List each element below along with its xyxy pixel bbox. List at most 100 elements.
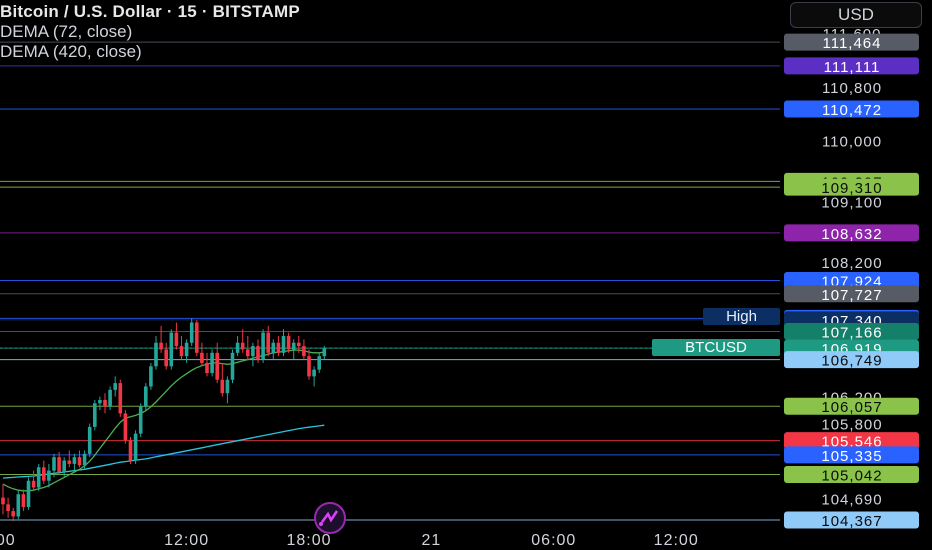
candle-body[interactable]: [215, 352, 219, 380]
candle-body[interactable]: [93, 403, 97, 427]
price-level-label-bg: [784, 397, 919, 415]
candle-body[interactable]: [200, 352, 204, 363]
candle-body[interactable]: [297, 342, 301, 347]
level-lines: [0, 41, 780, 521]
candle-body[interactable]: [113, 383, 117, 390]
candle-body[interactable]: [251, 346, 255, 357]
chart-legend: Bitcoin / U.S. Dollar · 15 · BITSTAMP DE…: [0, 2, 300, 62]
candle-body[interactable]: [144, 386, 148, 407]
candle-body[interactable]: [6, 504, 10, 512]
candle-body[interactable]: [149, 366, 153, 387]
candle-body[interactable]: [169, 332, 174, 367]
currency-button[interactable]: USD: [790, 2, 922, 28]
candle-body[interactable]: [42, 467, 46, 481]
price-scale-tick: 110,000: [822, 134, 882, 151]
price-level-label: 106,749: [821, 353, 882, 370]
candle-body[interactable]: [302, 346, 306, 357]
candle-body[interactable]: [220, 379, 225, 394]
candle-body[interactable]: [164, 349, 168, 367]
candle-body[interactable]: [225, 379, 230, 394]
price-level-label-bg: [784, 285, 919, 303]
candle-body[interactable]: [210, 352, 214, 374]
candle-body[interactable]: [312, 369, 316, 377]
candle-body[interactable]: [82, 453, 87, 466]
candle-body[interactable]: [230, 352, 235, 380]
price-level-label: 111,464: [823, 35, 882, 52]
candle-body[interactable]: [291, 342, 296, 350]
time-axis-label: 06:00: [531, 532, 576, 549]
price-scale-tick: 110,800: [822, 80, 882, 97]
candle-body[interactable]: [67, 460, 72, 464]
candle-body[interactable]: [276, 342, 281, 353]
candle-body[interactable]: [307, 356, 311, 377]
candle-body[interactable]: [16, 494, 21, 517]
candle-body[interactable]: [87, 426, 92, 454]
candle-body[interactable]: [108, 389, 112, 407]
tradingview-logo-icon[interactable]: [314, 502, 346, 534]
price-level-label: 111,111: [824, 59, 881, 76]
candle-body[interactable]: [133, 433, 138, 461]
candle-body[interactable]: [271, 342, 276, 353]
symbol-title[interactable]: Bitcoin / U.S. Dollar · 15 · BITSTAMP: [0, 2, 300, 21]
price-level-label: 105,042: [821, 468, 882, 485]
price-level-label: 104,367: [821, 513, 882, 530]
candle-body[interactable]: [72, 457, 77, 464]
price-level-label-bg: [784, 323, 919, 341]
candle-body[interactable]: [31, 480, 36, 488]
candle-body[interactable]: [11, 511, 15, 517]
dema-72-line: [2, 349, 325, 492]
time-axis-label: 21: [422, 532, 442, 549]
price-level-label-bg: [784, 432, 919, 450]
candle-body[interactable]: [286, 335, 291, 350]
candle-body[interactable]: [317, 356, 321, 370]
price-level-label-bg: [784, 511, 919, 529]
candle-body[interactable]: [184, 342, 189, 357]
candle-body[interactable]: [77, 457, 82, 466]
indicator-dema-72[interactable]: DEMA (72, close): [0, 22, 133, 41]
price-level-label-bg: [784, 272, 919, 290]
price-level-label: 107,166: [821, 325, 882, 342]
candle-body[interactable]: [266, 332, 270, 353]
candle-body[interactable]: [205, 362, 209, 374]
indicator-dema-420[interactable]: DEMA (420, close): [0, 42, 142, 61]
candle-body[interactable]: [256, 346, 260, 360]
price-scale-tick: 105,800: [821, 417, 882, 434]
candle-body[interactable]: [159, 342, 163, 350]
candle-body[interactable]: [123, 413, 128, 441]
candle-body[interactable]: [322, 348, 327, 357]
candle-body[interactable]: [179, 346, 184, 357]
time-axis-label: 12:00: [654, 532, 699, 549]
candle-body[interactable]: [57, 457, 61, 472]
price-scale-tick: 109,100: [821, 194, 882, 211]
candle-body[interactable]: [154, 342, 158, 367]
time-axis-label: 18:00: [286, 532, 331, 549]
candle-body[interactable]: [261, 332, 265, 360]
price-level-label: 107,727: [821, 287, 882, 304]
candle-body[interactable]: [246, 349, 250, 357]
candle-body[interactable]: [52, 457, 56, 471]
candle-body[interactable]: [47, 470, 51, 481]
candle-body[interactable]: [128, 440, 133, 461]
candle-body[interactable]: [26, 480, 31, 508]
price-level-label: 108,632: [821, 226, 882, 243]
candle-body[interactable]: [174, 332, 179, 347]
price-level-labels: 111,464111,111110,472109,397109,310108,6…: [784, 33, 919, 530]
candle-body[interactable]: [103, 399, 107, 407]
time-axis-label: 12:00: [164, 532, 209, 549]
dema-420-line: [2, 424, 325, 479]
price-level-label: 109,310: [821, 180, 882, 197]
candle-body[interactable]: [235, 342, 240, 353]
candle-body[interactable]: [281, 335, 286, 353]
candle-body[interactable]: [1, 497, 5, 505]
candle-body[interactable]: [62, 460, 66, 472]
candle-body[interactable]: [138, 406, 143, 434]
candle-body[interactable]: [98, 399, 102, 404]
candle-body[interactable]: [21, 494, 26, 508]
candle-body[interactable]: [195, 322, 199, 353]
high-tag: High: [703, 308, 780, 325]
candle-body[interactable]: [189, 322, 194, 343]
candle-body[interactable]: [36, 467, 41, 488]
candle-body[interactable]: [240, 342, 245, 350]
candle-body[interactable]: [118, 383, 123, 414]
